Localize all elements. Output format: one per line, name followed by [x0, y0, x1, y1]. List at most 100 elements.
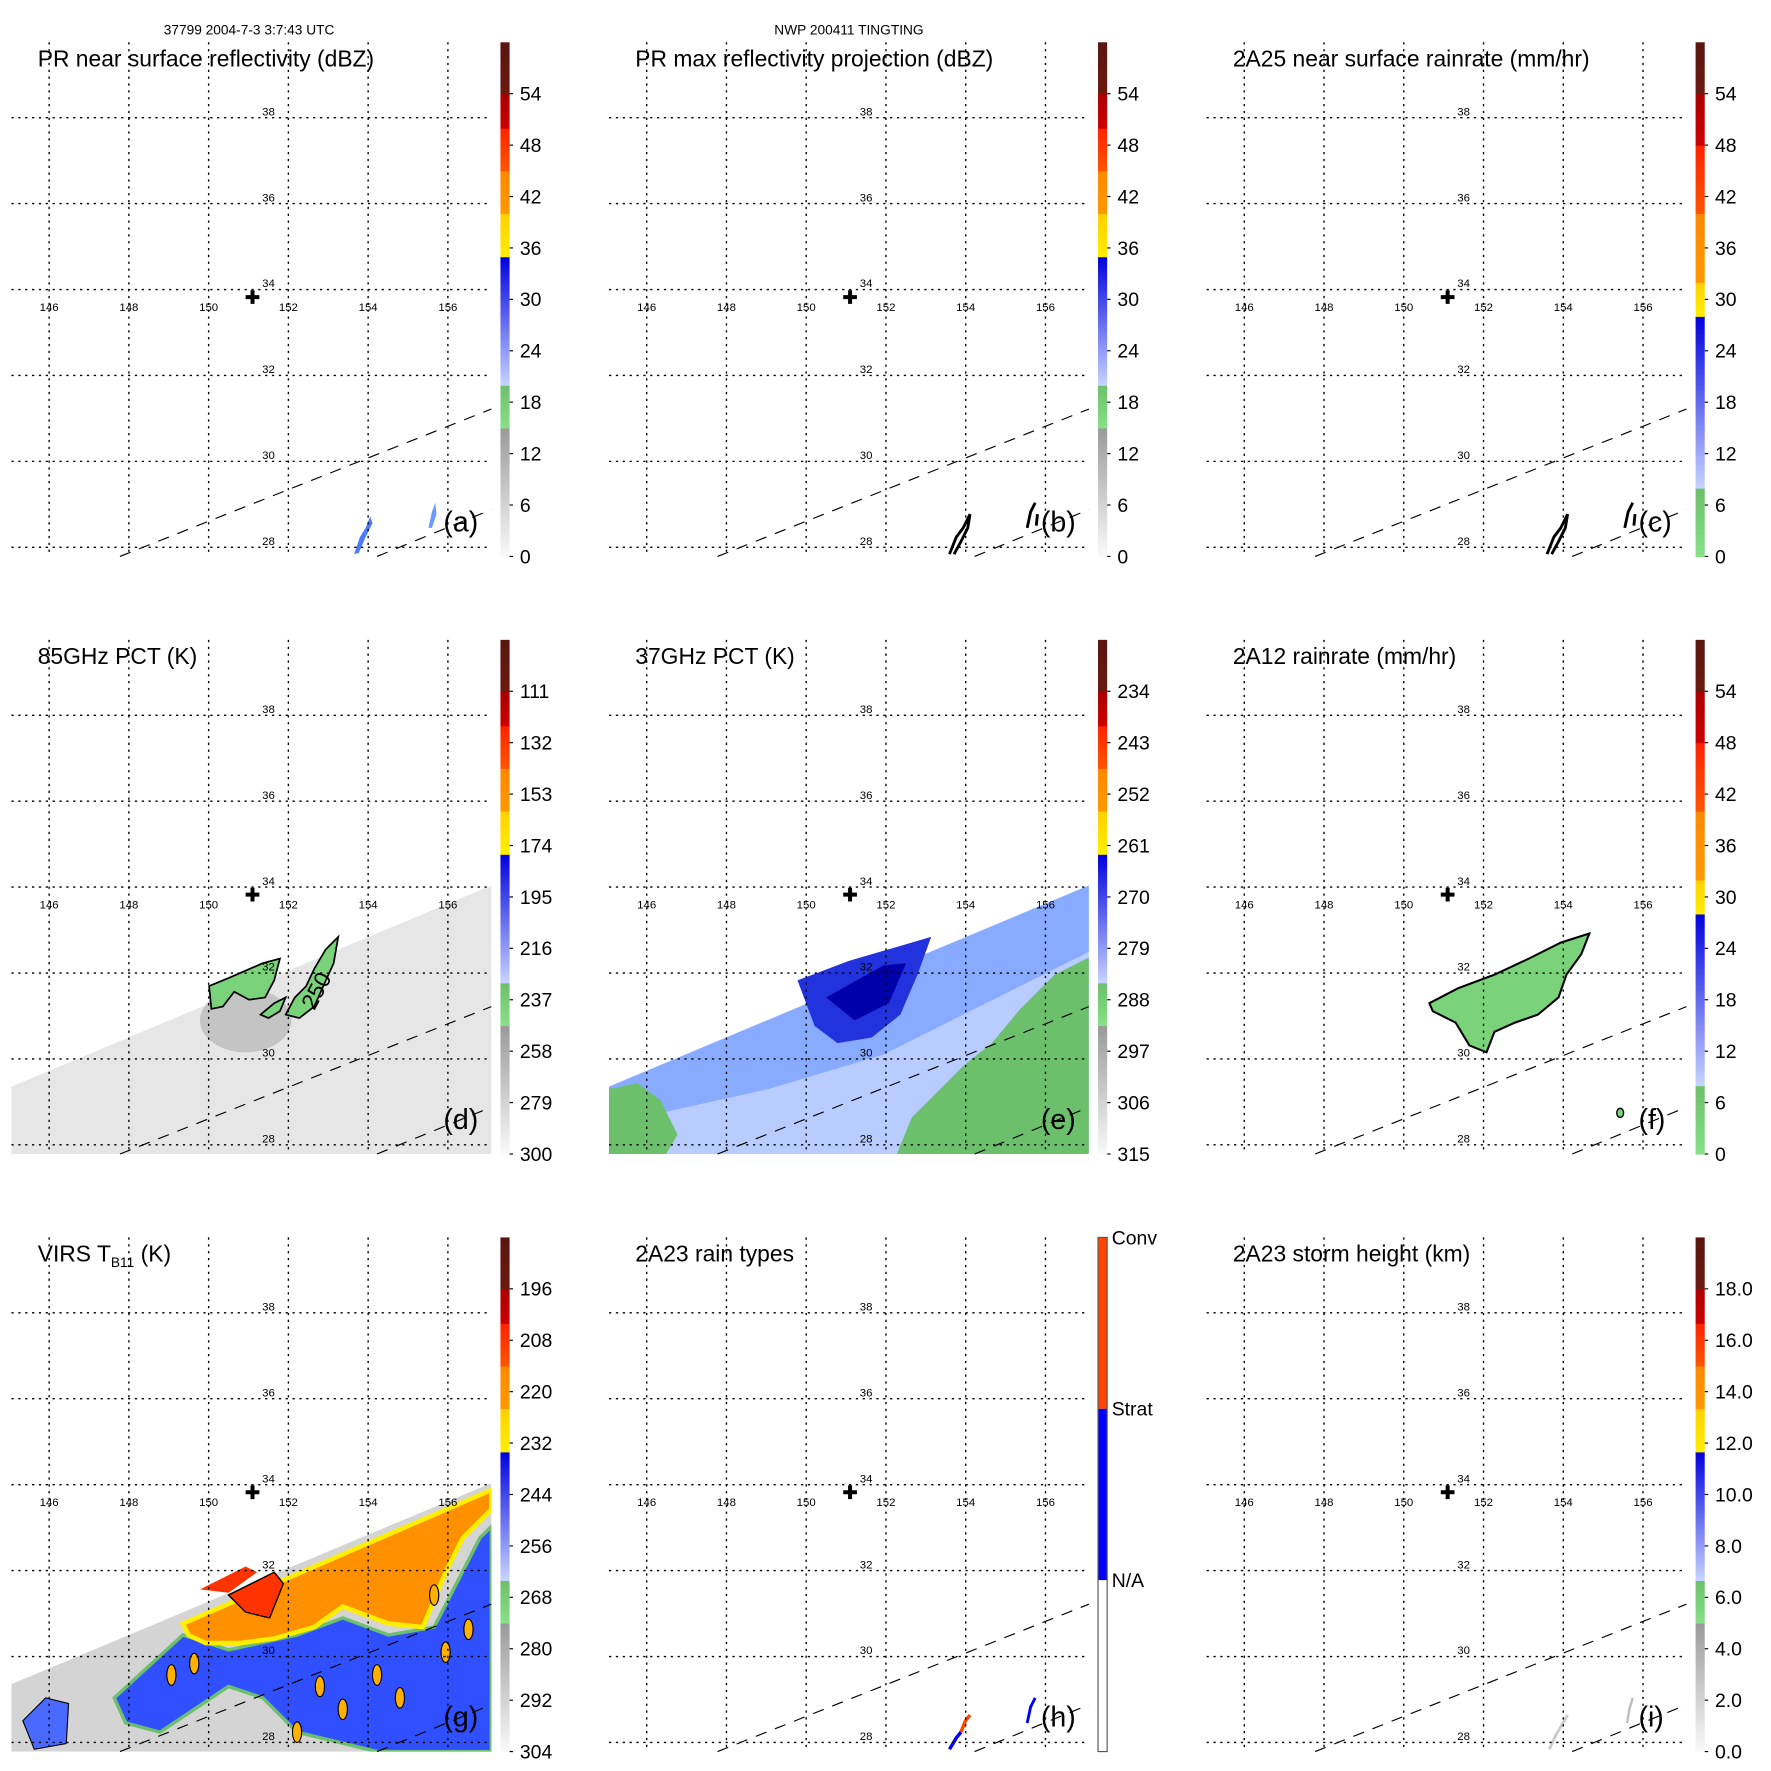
panel-letter: (b) — [1041, 506, 1076, 538]
colorbar-segment — [1695, 213, 1705, 283]
colorbar-segment — [500, 1288, 510, 1324]
colorbar-label: 30 — [1715, 289, 1737, 311]
colorbar: 54 48 42 36 30 24 18 12 6 0 — [1098, 42, 1139, 568]
map-area — [1545, 502, 1637, 555]
colorbar-label: 6 — [1117, 495, 1128, 517]
colorbar-label: 54 — [1715, 681, 1737, 703]
lon-tick-label: 156 — [1634, 899, 1653, 911]
colorbar-segment — [500, 725, 510, 769]
convective-cell — [371, 1664, 383, 1686]
convective-cell — [440, 1641, 451, 1664]
lon-tick-label: 148 — [119, 1497, 138, 1509]
lon-tick-label: 146 — [637, 899, 656, 911]
lon-tick-label: 150 — [1394, 1497, 1413, 1509]
colorbar-label: 174 — [520, 835, 553, 857]
lat-tick-label: 30 — [860, 450, 873, 462]
colorbar-segment — [500, 128, 510, 172]
lon-tick-label: 148 — [1315, 899, 1334, 911]
map-area — [608, 885, 1089, 1155]
colorbar-segment — [500, 1580, 510, 1624]
colorbar-label: 12 — [1715, 1041, 1737, 1063]
lon-tick-label: 150 — [199, 302, 218, 314]
colorbar-label: 132 — [520, 733, 552, 755]
colorbar-segment — [1098, 725, 1108, 769]
colorbar-label: 48 — [1715, 135, 1737, 157]
panel-title-suffix: (K) — [134, 1240, 171, 1266]
swath-edge — [119, 408, 492, 557]
colorbar-segment — [1098, 128, 1108, 172]
colorbar-label: 208 — [520, 1330, 552, 1352]
rain-echo — [354, 516, 373, 555]
land-surface — [608, 1083, 678, 1155]
colorbar-segment — [1695, 1451, 1705, 1581]
lat-tick-label: 30 — [860, 1048, 873, 1060]
colorbar-label: 297 — [1117, 1041, 1149, 1063]
colorbar-label: 36 — [1117, 238, 1139, 260]
lat-tick-label: 28 — [262, 536, 275, 548]
swath-edge — [1314, 1006, 1687, 1155]
rain-echo — [428, 502, 437, 528]
lon-tick-label: 150 — [1394, 899, 1413, 911]
colorbar-label: 292 — [520, 1690, 552, 1712]
panel-c: 146 148 150 152 154 156 38 36 34 32 30 28 2A25 near … — [1206, 42, 1737, 568]
panel-a: 146 148 150 152 154 156 38 36 34 32 30 28 PR near su… — [11, 42, 542, 568]
lat-tick-label: 28 — [860, 1731, 873, 1743]
colorbar-label: 24 — [1715, 938, 1737, 960]
colorbar-label: 54 — [520, 84, 542, 106]
lat-tick-label: 34 — [1457, 876, 1470, 888]
lat-tick-label: 34 — [262, 876, 275, 888]
colorbar-label: 243 — [1117, 733, 1149, 755]
colorbar-label: 54 — [1715, 84, 1737, 106]
lat-tick-label: 28 — [860, 536, 873, 548]
coldest-cloud-top — [227, 1571, 285, 1619]
panel-letter: (h) — [1041, 1701, 1076, 1733]
lat-tick-label: 36 — [1457, 192, 1470, 204]
swath-edge — [974, 1704, 1090, 1753]
map-area — [948, 502, 1039, 555]
panel-letter: (c) — [1638, 506, 1671, 538]
colorbar-segment — [500, 811, 510, 855]
lon-tick-label: 146 — [40, 899, 59, 911]
lat-tick-label: 34 — [262, 278, 275, 290]
colorbar-segment — [500, 1025, 510, 1155]
swath-edge — [1314, 1603, 1687, 1753]
colorbar-label: 4.0 — [1715, 1639, 1742, 1661]
swath-edge — [1571, 509, 1687, 557]
convective-cell — [429, 1584, 440, 1606]
lon-tick-label: 148 — [717, 1497, 736, 1509]
map-area — [1428, 931, 1625, 1119]
colorbar-segment — [1695, 282, 1705, 317]
colorbar: Conv Strat N/A — [1097, 1227, 1157, 1753]
colorbar-segment — [500, 42, 510, 95]
lat-tick-label: 34 — [1457, 1473, 1470, 1485]
lon-tick-label: 154 — [1554, 899, 1574, 911]
lon-tick-label: 156 — [438, 1497, 457, 1509]
panel-letter: (i) — [1638, 1701, 1663, 1733]
lat-tick-label: 32 — [1457, 962, 1470, 974]
colorbar-segment — [500, 1365, 510, 1410]
storm-center-marker-icon — [245, 290, 260, 304]
coldest-cloud-top — [199, 1566, 258, 1593]
map-area — [11, 1483, 492, 1752]
colorbar-segment — [1098, 811, 1108, 855]
panel-letter: (f) — [1638, 1104, 1665, 1136]
lon-tick-label: 148 — [1315, 302, 1334, 314]
colorbar-segment — [500, 256, 510, 386]
lon-tick-label: 148 — [119, 899, 138, 911]
colorbar-label: 0 — [1715, 546, 1726, 568]
colorbar-label: 261 — [1117, 835, 1149, 857]
lat-tick-label: 32 — [860, 962, 873, 974]
storm-center-marker-icon — [1440, 1485, 1455, 1500]
lon-tick-label: 154 — [359, 1497, 379, 1509]
panel-title: PR near surface reflectivity (dBZ) — [38, 45, 374, 71]
panel-letter: (d) — [443, 1104, 478, 1136]
colorbar-label: 153 — [520, 784, 552, 806]
swath-edge — [376, 509, 492, 557]
colorbar-segment — [1695, 1323, 1705, 1367]
colorbar-segment — [500, 1451, 510, 1581]
lat-tick-label: 30 — [262, 1048, 275, 1060]
colorbar-label: 24 — [1715, 341, 1737, 363]
panel-title-text: 85GHz PCT (K) — [38, 643, 198, 669]
lon-tick-label: 154 — [1554, 302, 1574, 314]
